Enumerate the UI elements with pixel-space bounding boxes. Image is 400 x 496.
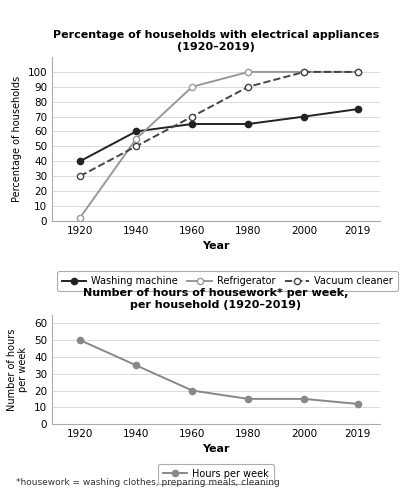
Y-axis label: Number of hours
per week: Number of hours per week	[7, 328, 28, 411]
X-axis label: Year: Year	[202, 444, 230, 454]
Y-axis label: Percentage of households: Percentage of households	[12, 76, 22, 202]
Title: Percentage of households with electrical appliances
(1920–2019): Percentage of households with electrical…	[53, 30, 379, 52]
X-axis label: Year: Year	[202, 241, 230, 251]
Legend: Hours per week: Hours per week	[158, 464, 274, 484]
Text: *housework = washing clothes, preparing meals, cleaning: *housework = washing clothes, preparing …	[16, 478, 280, 487]
Legend: Washing machine, Refrigerator, Vacuum cleaner: Washing machine, Refrigerator, Vacuum cl…	[57, 271, 398, 291]
Title: Number of hours of housework* per week,
per household (1920–2019): Number of hours of housework* per week, …	[83, 288, 349, 310]
